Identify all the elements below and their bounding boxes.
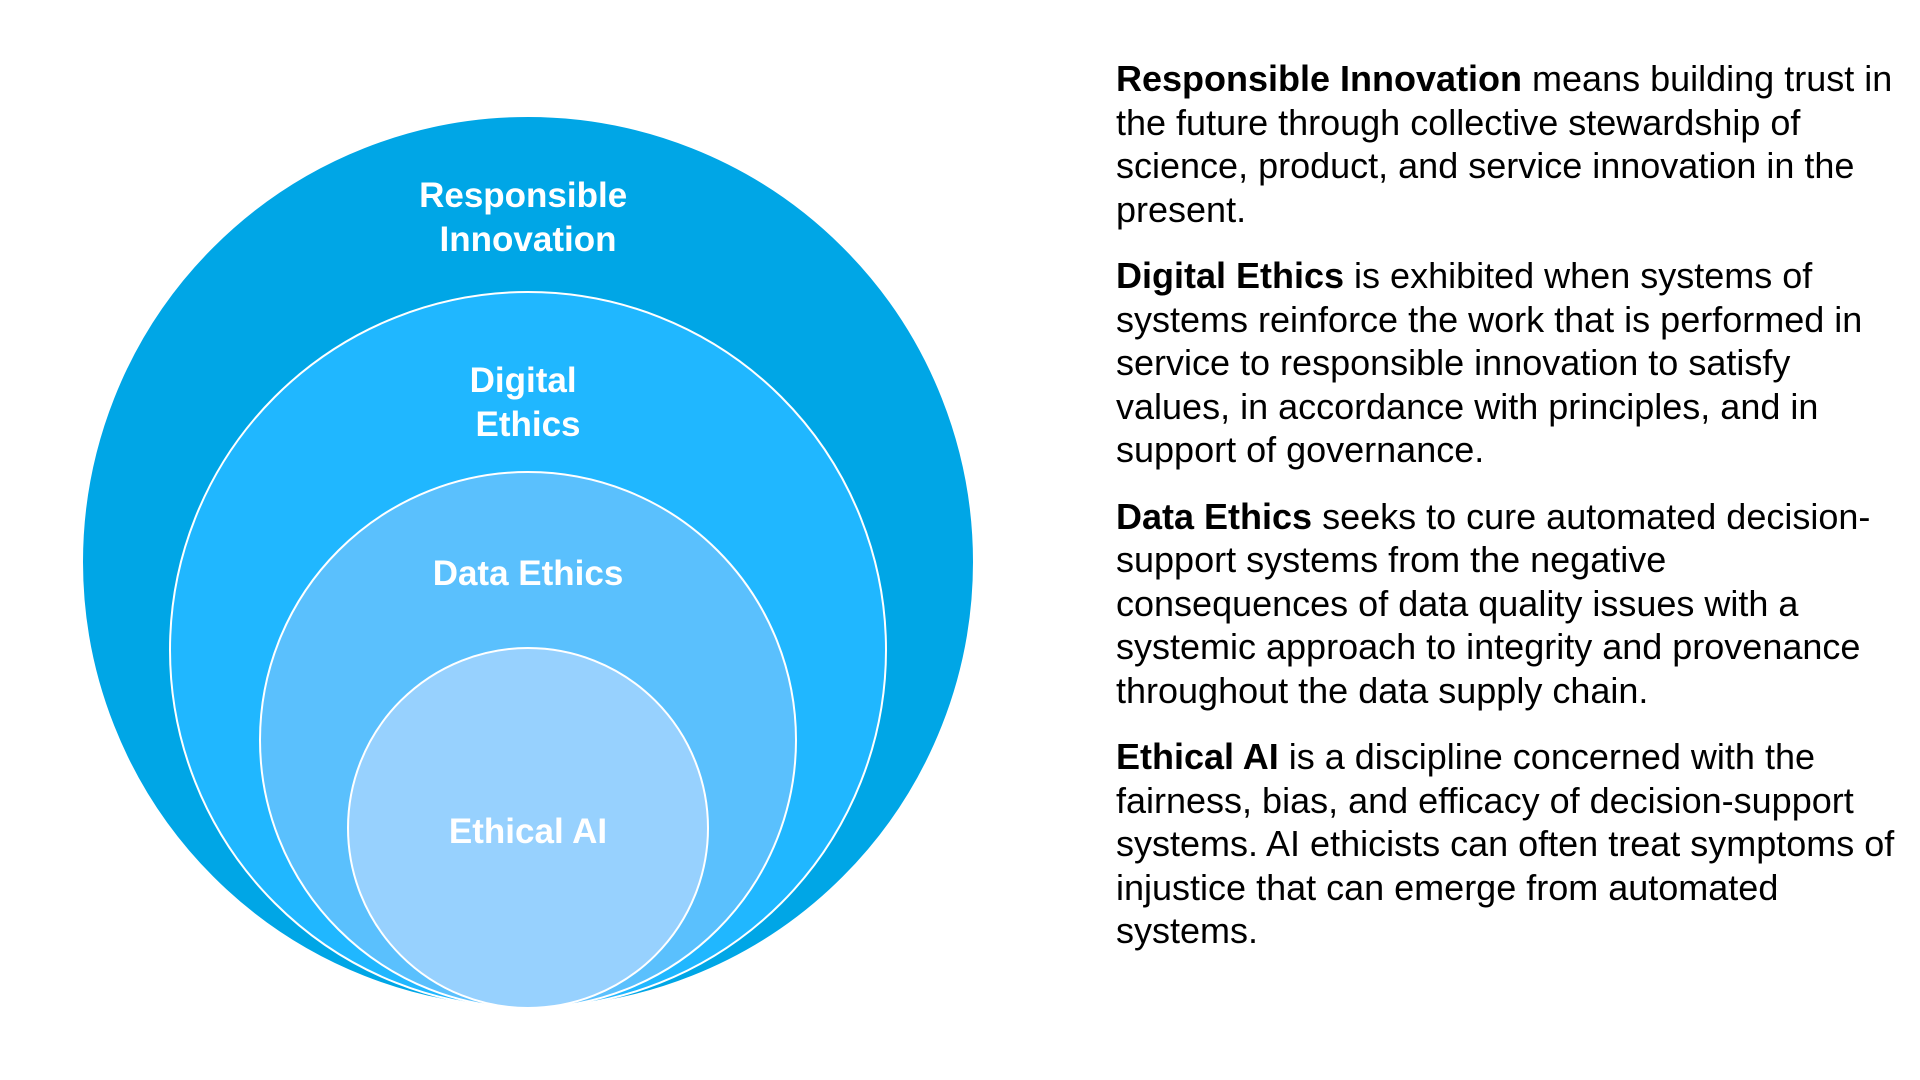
definition-term: Data Ethics <box>1116 495 1313 537</box>
definition-term: Responsible Innovation <box>1116 58 1523 99</box>
ethical-ai-definition: Ethical AI is a discipline concerned wit… <box>1116 735 1896 953</box>
definition-term: Ethical AI <box>1116 736 1279 777</box>
definition-text: seeks to cure automated decision-support… <box>1116 495 1871 711</box>
digital-ethics-label-line: Ethics <box>475 405 580 444</box>
ethical-ai-label: Ethical AI <box>449 812 607 851</box>
responsible-innovation-label-line: Innovation <box>440 220 617 259</box>
ethical-ai-circle <box>347 647 709 1009</box>
digital-ethics-definition: Digital Ethics is exhibited when systems… <box>1116 254 1896 472</box>
nested-circles-diagram: Responsible Innovation Digital Ethics Da… <box>81 115 975 1009</box>
responsible-innovation-label-line: Responsible <box>419 176 627 215</box>
responsible-innovation-definition: Responsible Innovation means building tr… <box>1116 57 1896 231</box>
data-ethics-label: Data Ethics <box>433 554 624 593</box>
definition-text: is exhibited when systems of systems rei… <box>1116 255 1863 470</box>
definition-term: Digital Ethics <box>1116 255 1345 296</box>
digital-ethics-label-line: Digital <box>470 361 577 400</box>
definitions-panel: Responsible Innovation means building tr… <box>1116 57 1896 976</box>
responsible-innovation-label: Responsible Innovation <box>419 176 637 259</box>
digital-ethics-label: Digital Ethics <box>470 361 587 444</box>
definition-text: means building trust in the future throu… <box>1116 58 1893 230</box>
definition-text: is a discipline concerned with the fairn… <box>1116 736 1895 951</box>
data-ethics-definition: Data Ethics seeks to cure automated deci… <box>1116 495 1896 713</box>
